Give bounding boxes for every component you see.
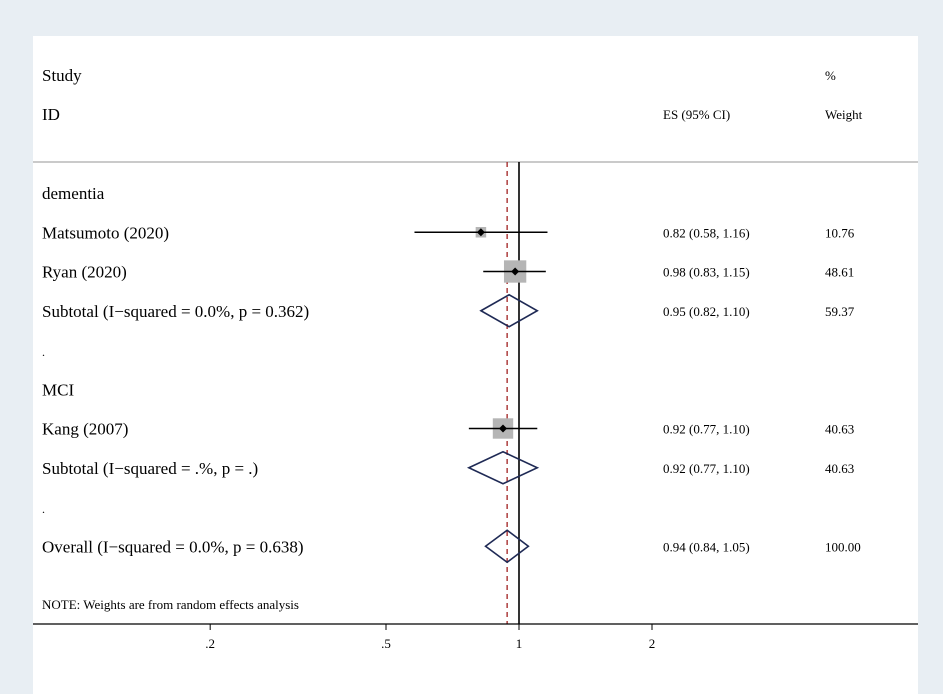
row-label: Subtotal (I−squared = .%, p = .): [42, 459, 258, 478]
row-label: Matsumoto (2020): [42, 223, 169, 242]
x-tick-label: .2: [205, 636, 215, 651]
rows-layer: dementia Matsumoto (2020) 0.82 (0.58, 1.16…: [42, 184, 861, 556]
es-ci-value: 0.82 (0.58, 1.16): [663, 225, 750, 240]
header-weight: Weight: [825, 107, 863, 122]
x-tick-label: 2: [649, 636, 656, 651]
group-label: dementia: [42, 184, 105, 203]
overall-diamond: [484, 529, 530, 564]
x-ticks: .2 .5 1 2: [205, 624, 655, 651]
spacer-dot: .: [42, 345, 45, 359]
es-ci-value: 0.94 (0.84, 1.05): [663, 539, 750, 554]
weight-value: 100.00: [825, 539, 861, 554]
plot-panel: [33, 36, 918, 694]
footnote: NOTE: Weights are from random effects an…: [42, 597, 299, 612]
weight-value: 48.61: [825, 265, 854, 280]
group-label: MCI: [42, 380, 74, 399]
row-label: Overall (I−squared = 0.0%, p = 0.638): [42, 537, 304, 556]
row-label: Ryan (2020): [42, 263, 127, 282]
weight-value: 40.63: [825, 422, 854, 437]
point-estimate: [511, 267, 520, 276]
subtotal-diamond: [479, 293, 539, 328]
row-label: Subtotal (I−squared = 0.0%, p = 0.362): [42, 302, 309, 321]
weight-value: 59.37: [825, 304, 855, 319]
spacer-dot: .: [42, 502, 45, 516]
es-ci-value: 0.92 (0.77, 1.10): [663, 422, 750, 437]
marks-layer: [414, 162, 548, 624]
subtotal-diamond: [466, 450, 540, 485]
es-ci-value: 0.92 (0.77, 1.10): [663, 461, 750, 476]
es-ci-value: 0.95 (0.82, 1.10): [663, 304, 750, 319]
weight-value: 40.63: [825, 461, 854, 476]
row-label: Kang (2007): [42, 420, 128, 439]
header-id: ID: [42, 105, 60, 124]
header-es: ES (95% CI): [663, 107, 730, 122]
header-percent: %: [825, 68, 836, 83]
x-tick-label: 1: [516, 636, 523, 651]
es-ci-value: 0.98 (0.83, 1.15): [663, 265, 750, 280]
point-estimate: [499, 424, 508, 433]
weight-value: 10.76: [825, 225, 855, 240]
point-estimate: [476, 228, 485, 237]
x-tick-label: .5: [381, 636, 391, 651]
header-study: Study: [42, 66, 82, 85]
